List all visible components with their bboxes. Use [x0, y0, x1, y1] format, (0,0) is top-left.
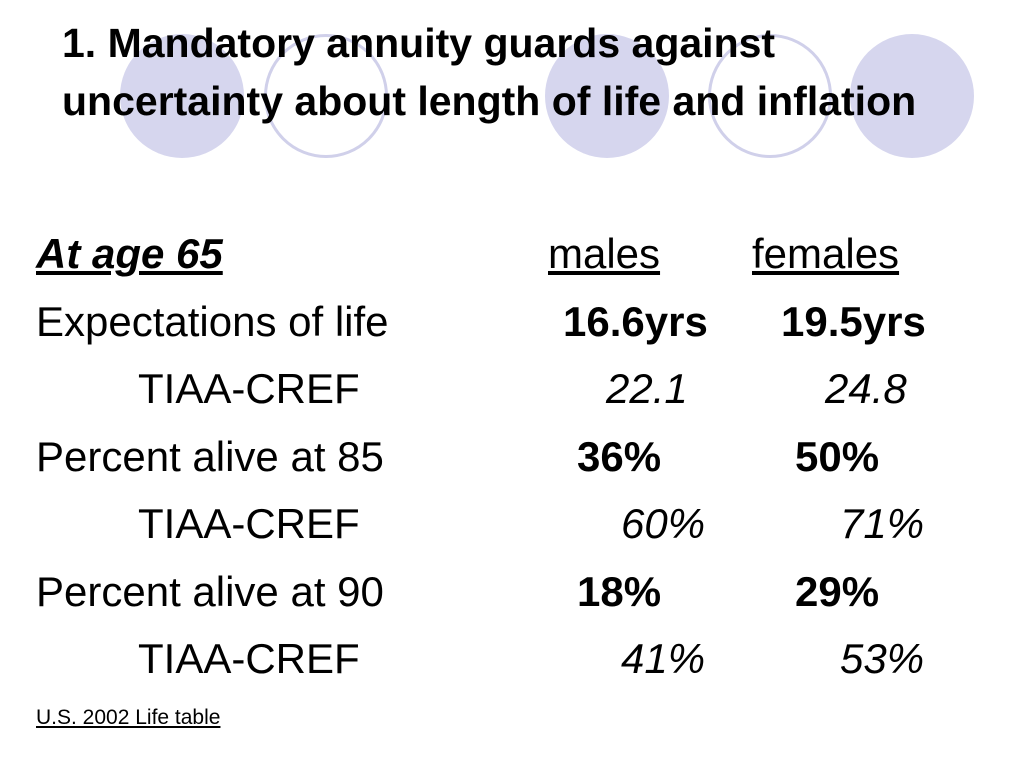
- row-label: Percent alive at 85: [36, 433, 384, 480]
- row-tiaa-alive-85: TIAA-CREF 60% 71%: [36, 494, 996, 554]
- value-males: 16.6yrs: [563, 298, 708, 345]
- value-males: 22.1: [606, 365, 688, 412]
- row-label: TIAA-CREF: [138, 365, 360, 412]
- value-males: 36%: [577, 433, 662, 480]
- value-females: 71%: [840, 500, 925, 547]
- header-row: At age 65 males females: [36, 224, 996, 284]
- row-tiaa-alive-90: TIAA-CREF 41% 53%: [36, 629, 996, 689]
- decor-circle-5: [850, 34, 974, 158]
- row-label: TIAA-CREF: [138, 635, 360, 682]
- value-males: 18%: [577, 568, 662, 615]
- row-label: TIAA-CREF: [138, 500, 360, 547]
- value-females: 53%: [840, 635, 925, 682]
- row-alive-85: Percent alive at 85 36% 50%: [36, 427, 996, 487]
- decor-circle-3: [545, 34, 669, 158]
- value-males: 60%: [621, 500, 706, 547]
- value-females: 29%: [795, 568, 880, 615]
- source-note: U.S. 2002 Life table: [36, 706, 221, 729]
- decor-circle-2: [264, 34, 388, 158]
- row-alive-90: Percent alive at 90 18% 29%: [36, 562, 996, 622]
- decor-circle-4: [708, 34, 832, 158]
- value-females: 24.8: [825, 365, 907, 412]
- decor-circle-1: [120, 34, 244, 158]
- row-label: Percent alive at 90: [36, 568, 384, 615]
- col-header-males: males: [548, 230, 661, 277]
- value-males: 41%: [621, 635, 706, 682]
- value-females: 19.5yrs: [781, 298, 926, 345]
- slide-title: 1. Mandatory annuity guards against unce…: [62, 20, 917, 124]
- row-life-expectancy: Expectations of life 16.6yrs 19.5yrs: [36, 292, 996, 352]
- row-tiaa-life-expectancy: TIAA-CREF 22.1 24.8: [36, 359, 996, 419]
- value-females: 50%: [795, 433, 880, 480]
- age-label: At age 65: [36, 230, 223, 277]
- col-header-females: females: [752, 230, 900, 277]
- row-label: Expectations of life: [36, 298, 389, 345]
